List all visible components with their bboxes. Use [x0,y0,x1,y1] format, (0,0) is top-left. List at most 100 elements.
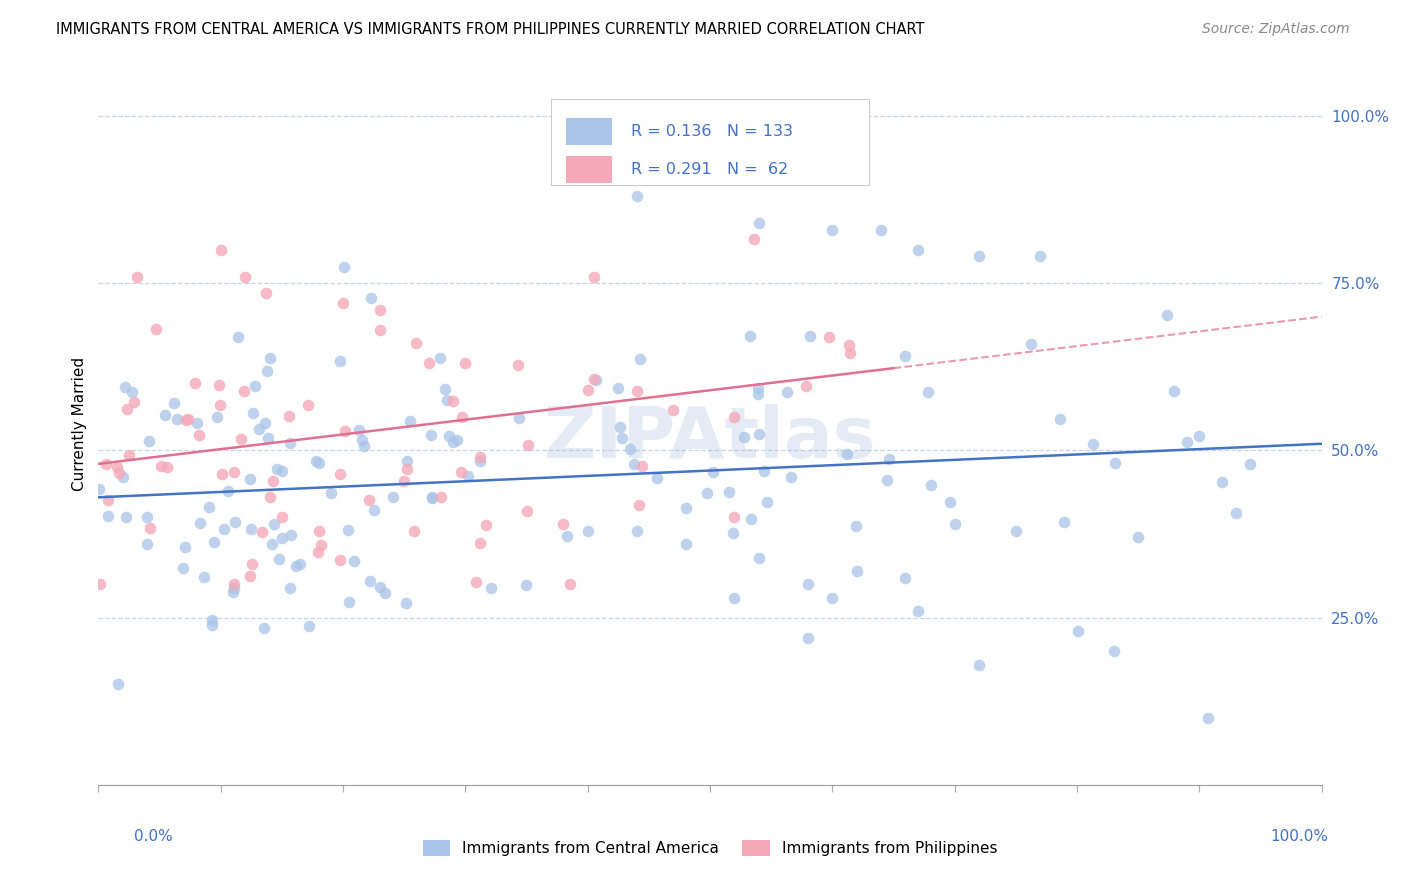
Point [628,498,651,512]
Point [723,591,745,605]
Point [201,618,224,632]
Point [675,501,697,516]
Point [107,459,129,474]
Point [1188,428,1211,442]
Text: 100.0%: 100.0% [1271,830,1329,844]
Point [1081,437,1104,451]
Point [747,381,769,395]
Point [150,459,173,474]
Point [821,223,844,237]
Point [308,524,330,538]
Point [114,380,136,394]
Point [626,384,648,398]
Point [252,524,274,539]
Point [702,465,724,479]
Point [454,356,477,371]
Point [270,510,294,524]
Point [1175,435,1198,450]
Point [576,524,599,538]
Point [193,570,215,584]
Point [1067,624,1090,639]
Point [221,585,243,599]
Point [127,270,149,285]
Point [835,447,858,461]
Text: IMMIGRANTS FROM CENTRAL AMERICA VS IMMIGRANTS FROM PHILIPPINES CURRENTLY MARRIED: IMMIGRANTS FROM CENTRAL AMERICA VS IMMIG… [56,22,925,37]
Point [1128,530,1150,544]
Point [270,531,292,545]
Point [94,457,117,471]
Point [748,427,770,442]
Point [256,364,278,378]
Point [1019,337,1042,351]
Point [894,571,917,585]
Point [583,269,606,284]
Point [612,431,634,445]
Point [166,412,188,426]
Point [214,522,236,536]
Point [794,379,817,393]
Point [183,376,205,390]
Point [1004,524,1026,538]
Point [139,520,162,534]
Point [136,537,159,551]
Point [174,413,197,427]
Point [464,574,486,589]
Point [209,398,232,412]
Point [733,430,755,444]
Point [675,537,697,551]
Point [107,677,129,691]
Text: R = 0.136   N = 133: R = 0.136 N = 133 [630,124,793,139]
Text: 0.0%: 0.0% [134,830,173,844]
Point [278,436,301,450]
Point [207,410,229,425]
Point [434,382,457,396]
Point [582,372,605,386]
Point [619,442,641,457]
Point [259,491,281,505]
Point [121,385,143,400]
Point [392,474,415,488]
Point [239,522,262,536]
Point [939,495,962,509]
Point [337,595,360,609]
Point [1163,384,1185,398]
Point [723,410,745,425]
Bar [565,118,612,145]
Point [224,465,246,479]
Point [308,456,330,470]
Point [479,581,502,595]
Point [457,469,479,483]
Point [297,618,319,632]
Point [263,516,285,531]
Point [277,409,299,423]
Point [1053,515,1076,529]
Point [721,525,744,540]
Point [229,432,252,446]
Point [845,518,868,533]
Point [115,402,138,417]
Point [585,373,607,387]
Point [943,516,966,531]
Point [405,336,427,351]
Point [297,398,319,412]
Legend: Immigrants from Central America, Immigrants from Philippines: Immigrants from Central America, Immigra… [418,835,1002,861]
Point [271,464,294,478]
Point [260,537,283,551]
Point [817,330,839,344]
Point [124,395,146,409]
Point [776,385,799,400]
Point [474,518,496,533]
Point [188,516,211,530]
Point [209,243,232,257]
Point [515,578,537,592]
Point [839,345,862,359]
Point [374,586,396,600]
Point [280,582,302,596]
Point [609,420,631,434]
Point [623,457,645,471]
Point [631,458,654,473]
Point [309,538,332,552]
Point [645,471,668,485]
Point [280,528,302,542]
Point [877,452,900,467]
